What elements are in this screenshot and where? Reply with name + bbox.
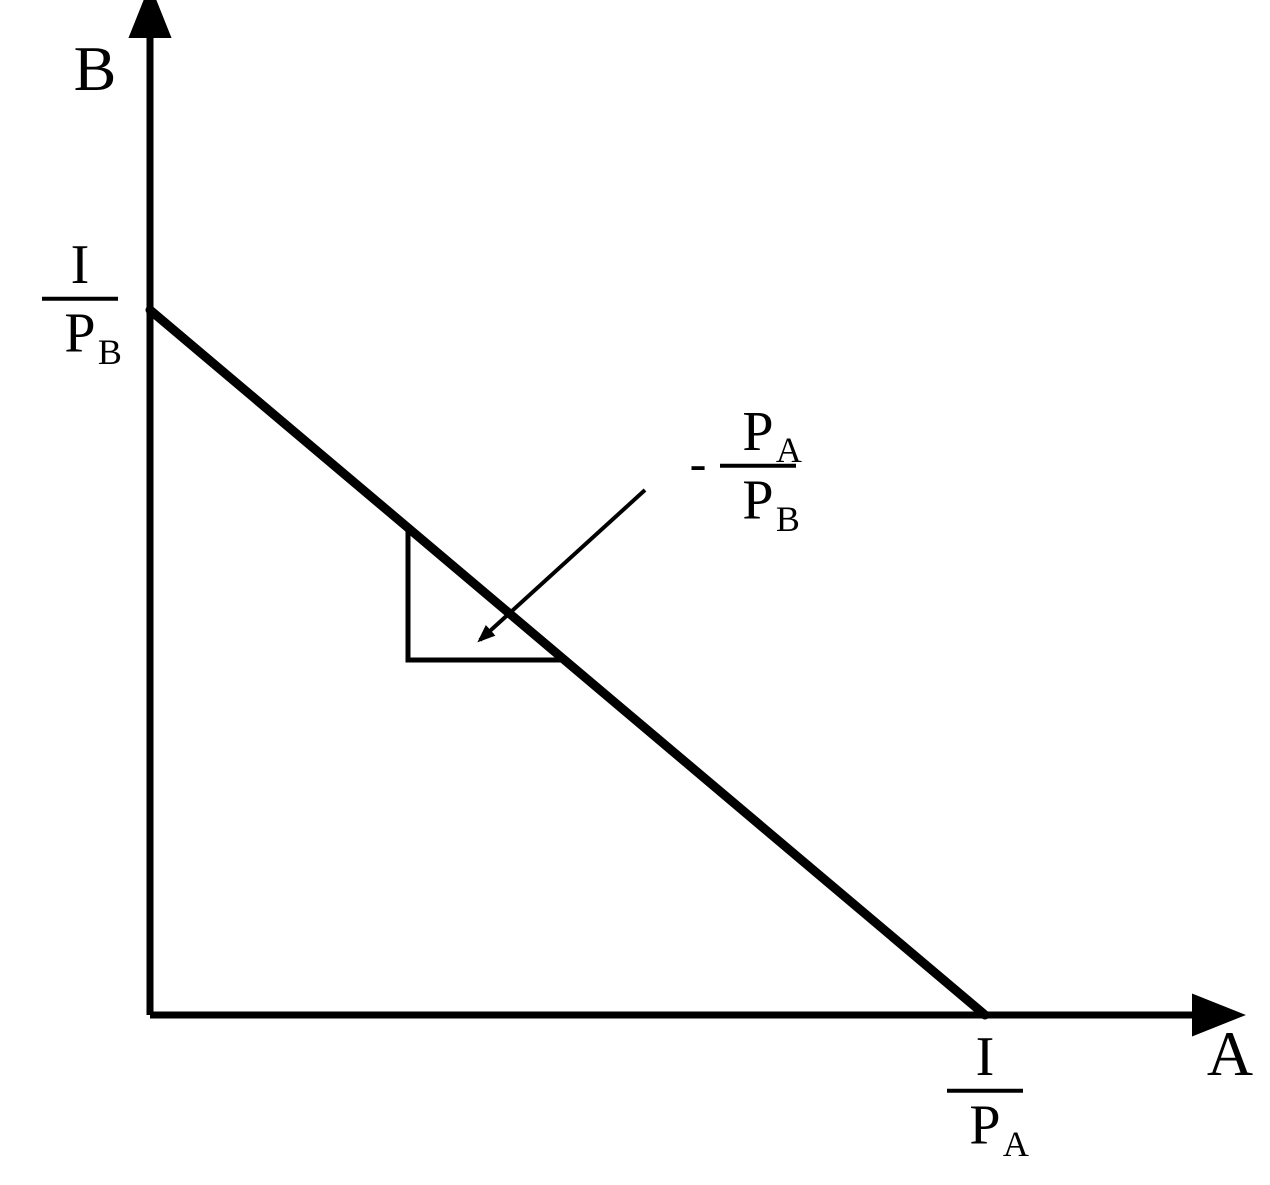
chart-background <box>0 0 1270 1185</box>
y-intercept-label-den-sub: B <box>98 332 122 372</box>
slope-label-num: P <box>742 401 773 463</box>
x-axis-label: A <box>1207 1018 1253 1089</box>
x-intercept-label-den: P <box>969 1095 1000 1157</box>
y-axis-label: B <box>74 33 117 104</box>
y-intercept-label-num: I <box>71 234 90 296</box>
slope-label-den-sub: B <box>776 499 800 539</box>
y-intercept-label-den: P <box>64 303 95 365</box>
slope-minus: - <box>690 435 707 491</box>
budget-constraint-diagram: BAIPBIPAPAPB- <box>0 0 1270 1185</box>
slope-label-den: P <box>742 470 773 532</box>
x-intercept-label-num: I <box>976 1026 995 1088</box>
x-intercept-label-den-sub: A <box>1003 1124 1029 1164</box>
chart-svg: BAIPBIPAPAPB- <box>0 0 1270 1185</box>
